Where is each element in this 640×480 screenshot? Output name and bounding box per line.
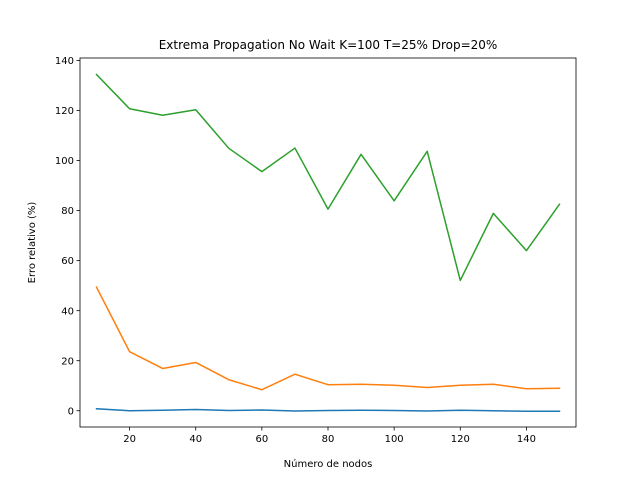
- x-axis: 20 40 60 80 100 120 140: [123, 427, 536, 445]
- x-tick-label: 40: [189, 434, 202, 445]
- y-tick-label: 60: [61, 256, 74, 267]
- series-layer: [95, 73, 561, 412]
- x-tick-label: 80: [322, 434, 335, 445]
- chart-title: Extrema Propagation No Wait K=100 T=25% …: [159, 38, 498, 52]
- y-tick-label: 100: [55, 156, 74, 167]
- y-tick-label: 140: [55, 56, 74, 67]
- y-tick-label: 20: [61, 356, 74, 367]
- series-line-1: [95, 407, 561, 412]
- y-tick-label: 120: [55, 106, 74, 117]
- series-line-2: [95, 286, 561, 391]
- x-tick-label: 100: [385, 434, 404, 445]
- y-axis: 0 20 40 60 80 100 120 140: [55, 56, 80, 417]
- series-line-3: [95, 73, 561, 282]
- x-tick-label: 60: [255, 434, 268, 445]
- y-tick-label: 80: [61, 206, 74, 217]
- x-axis-label: Número de nodos: [284, 458, 373, 470]
- x-tick-label: 120: [451, 434, 470, 445]
- y-axis-label: Erro relativo (%): [27, 202, 38, 284]
- y-tick-label: 40: [61, 306, 74, 317]
- x-tick-label: 140: [517, 434, 536, 445]
- x-tick-label: 20: [123, 434, 136, 445]
- y-tick-label: 0: [68, 406, 74, 417]
